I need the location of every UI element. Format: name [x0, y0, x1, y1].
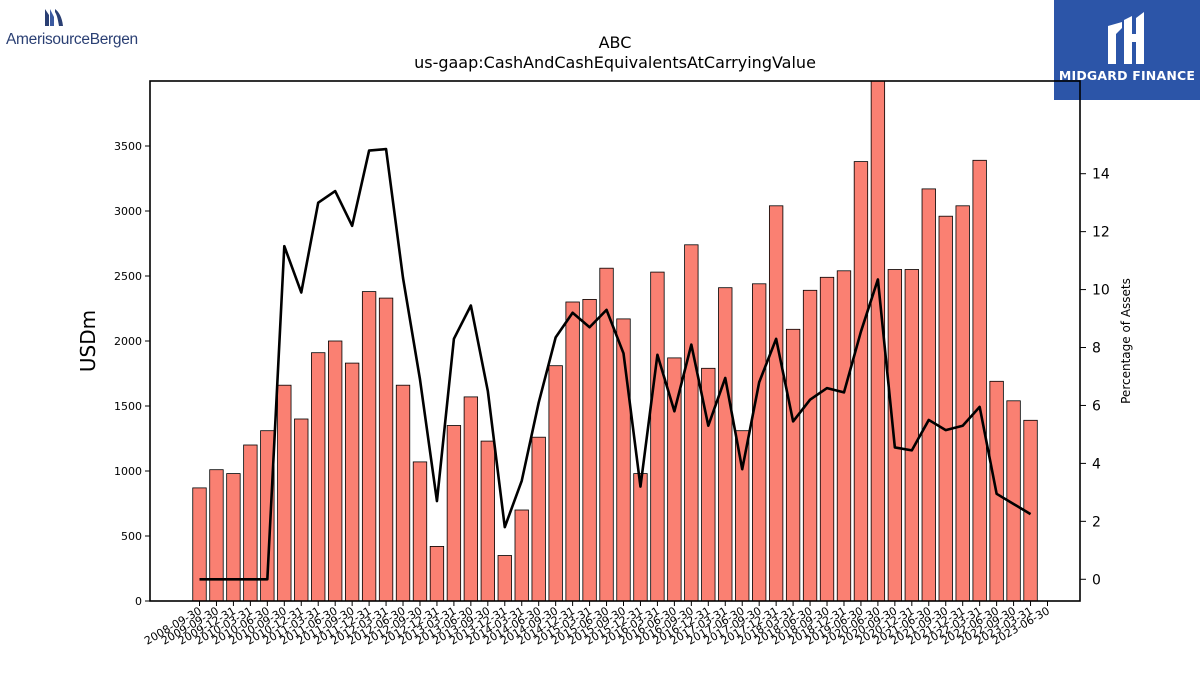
y2-tick-label: 2	[1092, 514, 1101, 530]
y2-tick: 12	[1080, 225, 1110, 241]
bar	[582, 298, 597, 602]
bar	[785, 328, 801, 602]
bar	[243, 444, 258, 602]
y-tick-label: 500	[121, 530, 142, 543]
y-tick: 1500	[114, 400, 150, 413]
right-axis-ticks: 0 2 4 6 8 10 12 14	[1080, 167, 1110, 588]
midgard-finance-logo-icon	[1108, 12, 1144, 64]
percentage-line-series	[199, 147, 1032, 581]
bar	[192, 487, 207, 602]
left-axis-ticks: 0 500 1000 1500 2000 2500 3000 3500	[114, 140, 150, 608]
y-tick: 3000	[114, 205, 150, 218]
bar	[294, 418, 309, 602]
bar	[429, 546, 445, 602]
bar	[870, 80, 886, 602]
bar	[684, 244, 699, 602]
chart-title: ABC	[599, 33, 632, 52]
bar	[446, 425, 462, 602]
bar	[344, 362, 360, 602]
bar	[735, 430, 750, 602]
bar	[819, 276, 835, 602]
y-tick: 0	[135, 595, 150, 608]
y2-tick-label: 10	[1092, 283, 1110, 299]
amerisourcebergen-logo-icon	[45, 9, 63, 26]
y2-tick-label: 4	[1092, 456, 1101, 472]
bar	[904, 269, 919, 602]
y-tick: 2500	[114, 270, 150, 283]
y-tick-label: 3500	[114, 140, 142, 153]
bar	[412, 461, 428, 602]
y2-tick: 8	[1080, 341, 1101, 357]
y-tick-label: 3000	[114, 205, 142, 218]
bar	[633, 473, 648, 602]
bar	[514, 509, 529, 602]
y2-tick-label: 14	[1092, 167, 1110, 183]
bar	[955, 205, 970, 602]
y2-tick: 0	[1080, 572, 1101, 588]
bar	[938, 215, 953, 602]
bar	[768, 205, 784, 602]
bar	[226, 473, 241, 602]
y-tick: 1000	[114, 465, 150, 478]
bar	[277, 384, 292, 602]
y-tick: 2000	[114, 335, 150, 348]
y-tick-label: 2500	[114, 270, 142, 283]
bar	[531, 436, 546, 602]
bar	[395, 384, 411, 602]
y-axis-label: USDm	[76, 310, 100, 372]
bar	[802, 289, 818, 602]
y-tick: 500	[121, 530, 150, 543]
y-tick-label: 1000	[114, 465, 142, 478]
y2-tick-label: 8	[1092, 341, 1101, 357]
bar	[480, 440, 495, 602]
midgard-finance-logo-text: MIDGARD FINANCE	[1058, 68, 1196, 83]
y2-tick: 2	[1080, 514, 1101, 530]
bar	[311, 352, 326, 602]
bar	[328, 340, 343, 602]
bar	[718, 287, 733, 602]
y2-tick-label: 12	[1092, 225, 1110, 241]
bar	[565, 301, 580, 602]
bar	[463, 396, 479, 602]
y2-tick: 4	[1080, 456, 1101, 472]
y2-tick: 14	[1080, 167, 1110, 183]
bar	[836, 270, 852, 602]
percentage-line	[199, 147, 1032, 581]
y-tick-label: 0	[135, 595, 142, 608]
amerisourcebergen-logo-text: AmerisourceBergen	[6, 31, 138, 48]
y2-tick-label: 6	[1092, 398, 1101, 414]
y2-tick: 10	[1080, 283, 1110, 299]
bar	[921, 188, 936, 602]
chart-subtitle: us-gaap:CashAndCashEquivalentsAtCarrying…	[414, 53, 816, 72]
bar	[853, 161, 869, 602]
y-tick-label: 1500	[114, 400, 142, 413]
bar	[972, 159, 987, 602]
bar	[752, 283, 767, 602]
y-tick-label: 2000	[114, 335, 142, 348]
y2-tick: 6	[1080, 398, 1101, 414]
bar	[361, 291, 377, 602]
bar	[378, 297, 394, 602]
y2-tick-label: 0	[1092, 572, 1101, 588]
amerisourcebergen-logo: AmerisourceBergen	[6, 6, 166, 50]
midgard-finance-logo: MIDGARD FINANCE	[1054, 0, 1200, 100]
bar	[209, 469, 224, 602]
bar	[650, 271, 665, 602]
bar-series	[192, 80, 1038, 602]
bar	[497, 555, 512, 602]
bar	[548, 365, 563, 602]
y2-axis-label: Percentage of Assets	[1119, 278, 1133, 404]
x-axis-ticks: 2008-09-302009-09-302009-12-312010-03-31…	[142, 601, 1052, 648]
y-tick: 3500	[114, 140, 150, 153]
bar	[599, 267, 614, 602]
